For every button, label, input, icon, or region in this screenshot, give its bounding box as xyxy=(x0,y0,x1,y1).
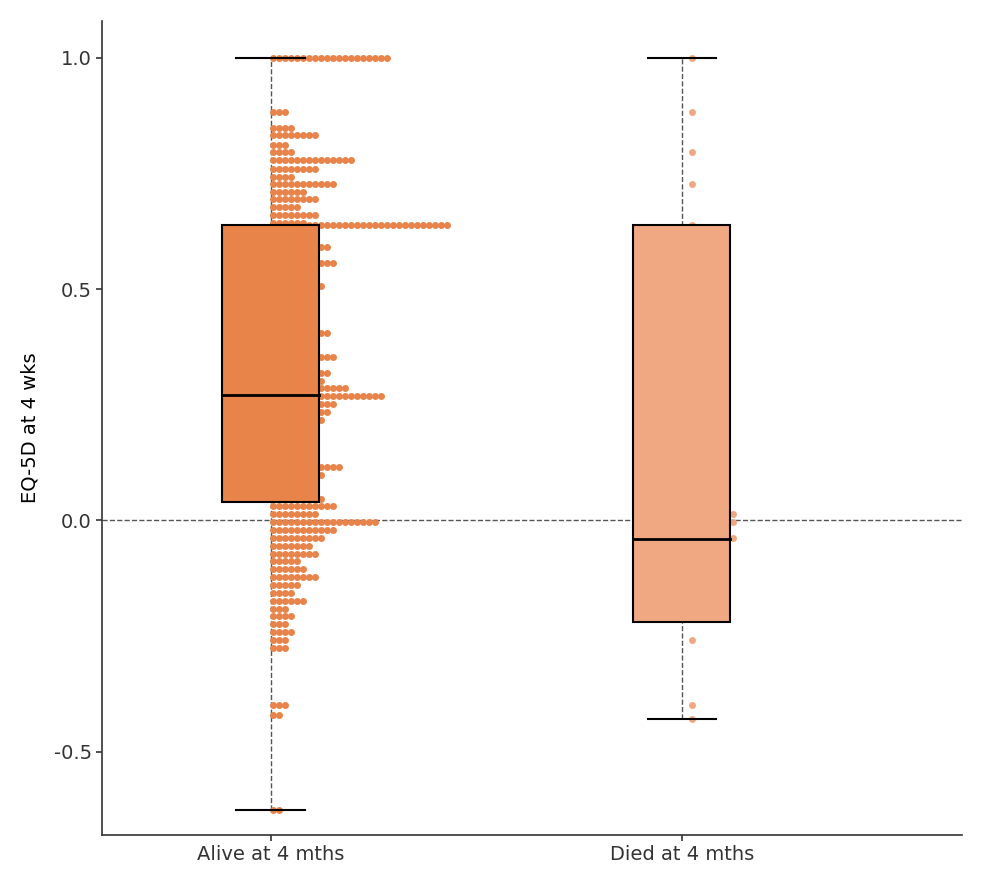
Bar xyxy=(222,226,319,502)
Bar xyxy=(633,226,730,622)
Y-axis label: EQ-5D at 4 wks: EQ-5D at 4 wks xyxy=(21,352,40,503)
